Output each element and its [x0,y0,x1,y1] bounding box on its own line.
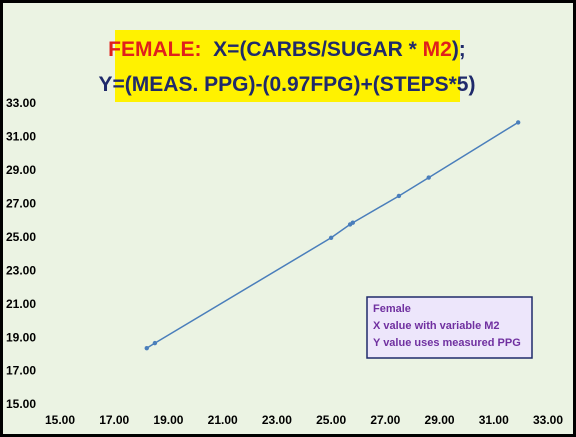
point [396,193,402,199]
point [426,175,431,180]
point [328,235,334,240]
title-box [115,30,460,102]
annotation-box [366,296,533,359]
y-tick-label: 33.00 [6,96,36,110]
y-tick-label: 27.00 [6,197,36,211]
point [144,345,149,351]
x-tick-label: 17.00 [99,413,129,427]
title-part: X=(CARBS/SUGAR * [202,38,423,61]
y-tick-label: 25.00 [6,230,36,244]
y-tick-label: 31.00 [6,130,36,144]
x-tick-label: 25.00 [316,413,346,427]
y-tick-label: 23.00 [6,263,36,277]
chart-title: Y=(MEAS. PPG)-(0.97FPG)+(STEPS*5) [99,73,476,96]
point [350,220,355,225]
title-part: ); [452,38,466,61]
x-tick-label: 33.00 [533,413,563,427]
y-tick-label: 15.00 [6,397,36,411]
point [515,120,521,125]
annotation-text: Y value uses measured PPG [373,337,521,349]
y-tick-label: 17.00 [6,364,36,378]
chart-title: FEMALE: X=(CARBS/SUGAR * M2); [108,38,466,61]
x-tick-label: 29.00 [425,413,455,427]
title-part: M2 [423,38,452,61]
annotation-text: X value with variable M2 [373,320,500,332]
title-part: Y=(MEAS. PPG)-(0.97FPG)+(STEPS*5) [99,73,476,96]
x-tick-label: 19.00 [153,413,183,427]
title-part: FEMALE: [108,38,201,61]
y-tick-label: 29.00 [6,163,36,177]
point [152,340,158,346]
x-tick-label: 23.00 [262,413,292,427]
x-tick-label: 21.00 [208,413,238,427]
y-tick-label: 19.00 [6,330,36,344]
x-tick-label: 15.00 [45,413,75,427]
annotation-text: Female [373,303,411,315]
x-tick-label: 27.00 [370,413,400,427]
y-tick-label: 21.00 [6,297,36,311]
x-tick-label: 31.00 [479,413,509,427]
